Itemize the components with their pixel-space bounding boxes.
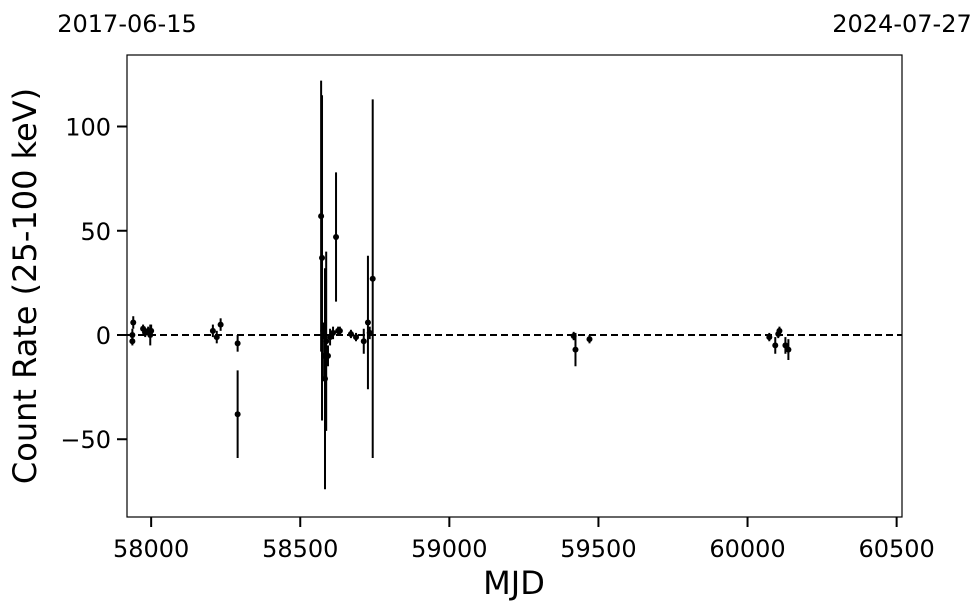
x-tick-label: 58000 bbox=[113, 535, 189, 563]
y-tick-label: 100 bbox=[65, 114, 111, 142]
x-tick-label: 58500 bbox=[262, 535, 338, 563]
data-point bbox=[776, 327, 783, 334]
top-date-label: 2024-07-27 bbox=[832, 10, 971, 38]
data-point bbox=[360, 338, 367, 345]
data-point bbox=[148, 327, 155, 334]
data-point bbox=[766, 334, 773, 341]
x-tick-label: 60000 bbox=[709, 535, 785, 563]
data-point bbox=[353, 334, 360, 341]
data-point bbox=[330, 329, 337, 336]
y-tick-label: 0 bbox=[96, 322, 111, 350]
data-point bbox=[209, 327, 216, 334]
data-point bbox=[234, 340, 241, 347]
y-tick-label: 50 bbox=[80, 218, 111, 246]
data-point bbox=[364, 319, 371, 326]
x-tick-label: 59500 bbox=[560, 535, 636, 563]
data-point bbox=[129, 338, 136, 345]
data-point bbox=[785, 346, 792, 353]
data-point bbox=[772, 342, 779, 349]
data-point bbox=[369, 275, 376, 282]
data-point bbox=[234, 411, 241, 418]
data-point bbox=[782, 342, 789, 349]
plot-frame bbox=[126, 54, 903, 518]
x-tick-label: 59000 bbox=[411, 535, 487, 563]
data-point bbox=[333, 234, 340, 241]
x-axis-label: MJD bbox=[483, 564, 545, 602]
data-point bbox=[217, 321, 224, 328]
top-date-label: 2017-06-15 bbox=[57, 10, 196, 38]
data-point bbox=[366, 329, 373, 336]
data-point bbox=[130, 319, 137, 326]
y-axis-label: Count Rate (25-100 keV) bbox=[6, 88, 44, 484]
data-point bbox=[323, 338, 330, 345]
data-point bbox=[336, 327, 343, 334]
data-point bbox=[324, 352, 331, 359]
data-point bbox=[319, 254, 326, 261]
data-point bbox=[572, 346, 579, 353]
y-tick-label: −50 bbox=[60, 426, 111, 454]
x-tick-label: 60500 bbox=[858, 535, 934, 563]
data-point bbox=[129, 331, 136, 338]
data-point bbox=[586, 336, 593, 343]
data-point bbox=[327, 334, 334, 341]
data-point bbox=[347, 330, 354, 337]
data-point bbox=[213, 334, 220, 341]
